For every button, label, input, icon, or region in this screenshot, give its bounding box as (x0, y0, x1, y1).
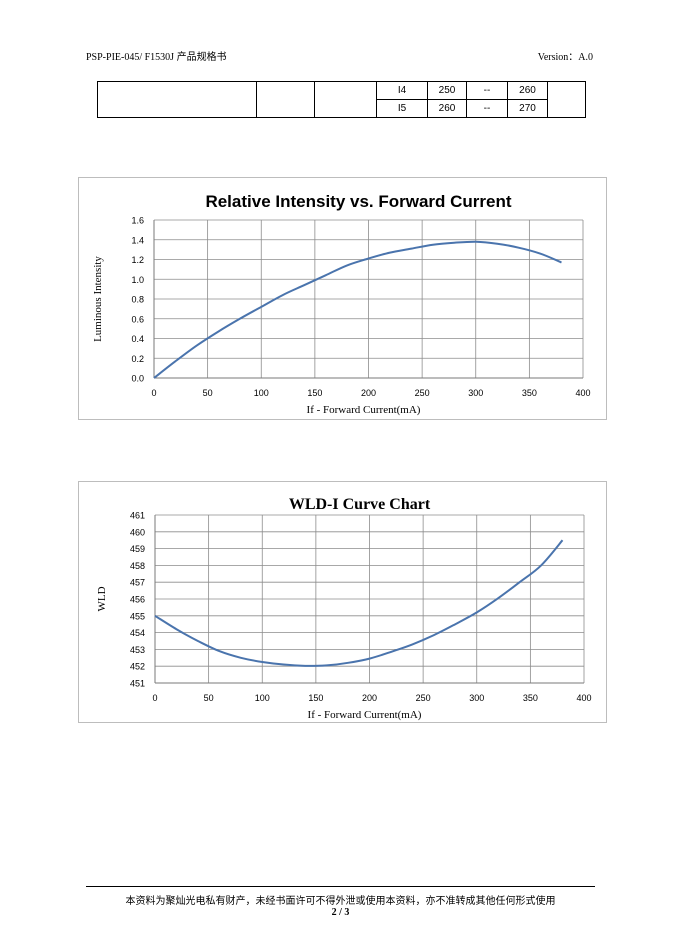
table-cell-code: I5 (376, 99, 428, 118)
x-tick-label: 350 (523, 693, 538, 703)
table-cell-empty (314, 81, 377, 118)
y-tick-label: 0.4 (131, 334, 144, 344)
x-axis-label: If - Forward Current(mA) (307, 404, 421, 416)
x-tick-label: 100 (255, 693, 270, 703)
x-tick-label: 350 (522, 388, 537, 398)
y-tick-label: 0.0 (131, 374, 144, 384)
table-cell-typ: -- (466, 81, 508, 100)
x-tick-label: 300 (468, 388, 483, 398)
x-axis-label: If - Forward Current(mA) (308, 709, 422, 721)
x-tick-label: 100 (254, 388, 269, 398)
y-tick-label: 0.6 (131, 314, 144, 324)
x-tick-label: 400 (576, 693, 591, 703)
y-axis-label: Luminous Intensity (92, 256, 104, 342)
x-tick-label: 0 (152, 693, 157, 703)
y-tick-label: 1.0 (131, 275, 144, 285)
y-tick-label: 454 (130, 628, 145, 638)
y-tick-label: 458 (130, 561, 145, 571)
y-tick-label: 453 (130, 645, 145, 655)
y-tick-label: 451 (130, 679, 145, 689)
y-tick-label: 0.2 (131, 354, 144, 364)
doc-header-version: Version：A.0 (537, 52, 593, 63)
table-row: I4 250 -- 260 (97, 81, 586, 118)
x-tick-label: 150 (307, 388, 322, 398)
x-tick-label: 250 (415, 388, 430, 398)
y-tick-label: 452 (130, 662, 145, 672)
table-cell-code: I4 (376, 81, 428, 100)
x-tick-label: 0 (151, 388, 156, 398)
table-cell-max: 260 (507, 81, 548, 100)
wld-chart-svg: WLD-I Curve Chart 451 452 453 454 455 456 457 45… (96, 496, 592, 721)
chart-title: WLD-I Curve Chart (289, 496, 431, 513)
wld-chart: WLD-I Curve Chart 451 452 453 454 455 456 457 45… (78, 481, 607, 723)
y-tick-label: 456 (130, 595, 145, 605)
table-row: I5 260 -- 270 (98, 99, 586, 118)
x-tick-label: 250 (416, 693, 431, 703)
table-cell-min: 250 (427, 81, 467, 100)
footer-notice: 本资料为聚灿光电私有财产，未经书面许可不得外泄或使用本资料，亦不准转成其他任何形… (125, 896, 556, 907)
table-cell-empty (256, 81, 315, 118)
y-tick-label: 1.4 (131, 235, 144, 245)
x-tick-label: 300 (469, 693, 484, 703)
table-cell-empty (97, 81, 257, 118)
x-tick-label: 50 (204, 693, 214, 703)
table-cell-empty (547, 81, 586, 118)
x-tick-label: 150 (308, 693, 323, 703)
spec-table: I4 250 -- 260 I5 260 -- 270 (97, 81, 586, 118)
doc-header-left: PSP-PIE-045/ F1530J 产品规格书 (86, 52, 227, 63)
table-cell-max: 270 (507, 99, 548, 118)
y-tick-label: 457 (130, 578, 145, 588)
table-cell-min: 260 (427, 99, 467, 118)
y-tick-label: 1.2 (131, 255, 144, 265)
series-line (154, 539, 564, 667)
intensity-chart-svg: Relative Intensity vs. Forward Current 0.… (92, 192, 591, 416)
x-tick-label: 200 (361, 388, 376, 398)
x-tick-label: 400 (575, 388, 590, 398)
y-tick-label: 461 (130, 511, 145, 521)
intensity-chart: Relative Intensity vs. Forward Current 0.… (78, 177, 607, 420)
chart-title: Relative Intensity vs. Forward Current (205, 192, 511, 211)
x-tick-label: 50 (203, 388, 213, 398)
page-number: 2 / 3 (331, 907, 350, 918)
x-tick-label: 200 (362, 693, 377, 703)
series-line (153, 240, 562, 379)
y-tick-label: 459 (130, 544, 145, 554)
y-tick-label: 1.6 (131, 216, 144, 226)
y-tick-label: 460 (130, 527, 145, 537)
table-cell-typ: -- (466, 99, 508, 118)
y-axis-label: WLD (96, 586, 108, 611)
y-tick-label: 0.8 (131, 295, 144, 305)
footer-divider (86, 886, 595, 887)
y-tick-label: 455 (130, 611, 145, 621)
